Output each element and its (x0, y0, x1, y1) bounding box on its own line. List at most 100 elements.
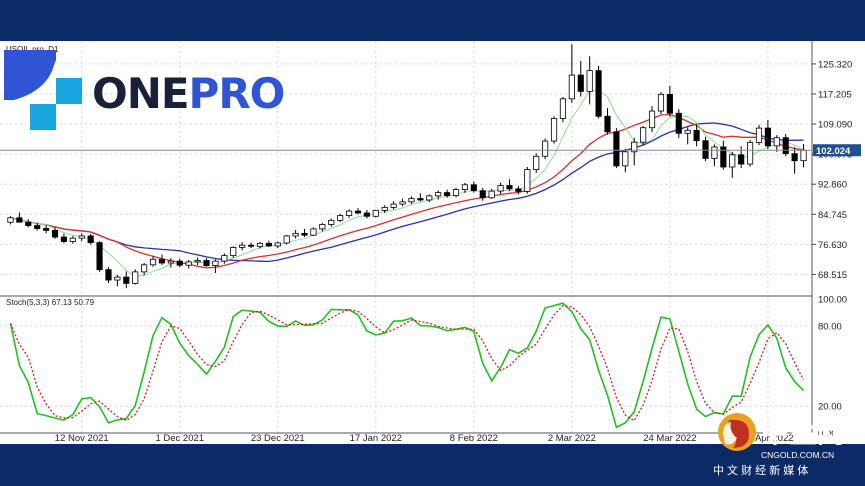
logo-pro: PRO (188, 69, 286, 118)
price-tick-label: 109.090 (818, 120, 852, 131)
candle-body (408, 198, 415, 203)
candle-body (25, 221, 32, 226)
candle-body (675, 112, 682, 134)
candle-body (34, 225, 41, 229)
candle-body (221, 255, 228, 262)
candle-body (568, 74, 575, 100)
candle-body (87, 235, 94, 244)
candle-body (711, 146, 718, 159)
chart-area: 125.320117.205109.090100.97592.86084.745… (0, 41, 865, 444)
candle-body (640, 127, 647, 143)
price-tick-label: 68.515 (818, 270, 847, 281)
candle-body (747, 142, 754, 165)
candle-body (782, 137, 789, 155)
moving-average-line (10, 89, 804, 277)
stoch-tick-label: 100.00 (818, 295, 847, 306)
candle-body (390, 203, 397, 208)
candle-body (16, 217, 23, 223)
candle-body (631, 141, 638, 153)
candle-body (149, 258, 157, 266)
candle-body (176, 260, 183, 266)
candle-body (559, 98, 567, 119)
candle-body (60, 236, 67, 242)
price-tick-label: 76.630 (818, 240, 847, 251)
candle-body (346, 210, 353, 216)
onepro-logo-text: ONEPRO (92, 73, 285, 115)
candle-body (132, 271, 139, 284)
candle-body (310, 228, 317, 236)
candle-body (693, 129, 700, 142)
candle-body (167, 260, 174, 264)
candle-body (497, 185, 504, 192)
candle-body (604, 115, 611, 133)
candle-body (372, 209, 379, 217)
candle-body (666, 93, 673, 114)
candle-body (479, 190, 486, 199)
candle-body (586, 70, 593, 92)
moving-average-line (10, 122, 804, 263)
candle-body (729, 154, 736, 168)
watermark-domain: CNGOLD.COM.CN (761, 450, 834, 460)
price-tick-label: 117.205 (818, 89, 852, 100)
candle-body (274, 242, 281, 247)
candle-body (622, 151, 629, 167)
candle-body (354, 210, 362, 214)
logo-one: ONE (92, 69, 190, 118)
candle-body (613, 131, 620, 167)
candle-body (550, 118, 558, 142)
candle-body (363, 212, 370, 217)
candle-body (470, 184, 477, 192)
candle-body (657, 93, 665, 112)
candle-body (515, 188, 522, 192)
candle-body (123, 276, 130, 284)
candle-body (461, 184, 468, 191)
price-tick-label: 84.745 (818, 210, 847, 221)
date-tick-label: 14 Apr 2022 (742, 433, 793, 444)
candle-body (595, 70, 602, 117)
candle-body (648, 110, 656, 129)
date-tick-label: 2 Mar 2022 (548, 433, 596, 444)
candle-body (51, 229, 59, 238)
candle-body (488, 190, 495, 199)
candle-body (265, 242, 272, 247)
candle-body (684, 129, 691, 134)
date-tick-label: 12 Nov 2021 (55, 433, 109, 444)
candle-body (7, 217, 14, 223)
candle-body (417, 198, 424, 201)
stoch-tick-label: 0.00 (818, 429, 837, 440)
stoch-tick-label: 80.00 (818, 321, 842, 332)
cngold-watermark: 中金网 CNGOLD.COM.CN 中 文 财 经 新 媒 体 (713, 413, 845, 477)
candle-body (381, 206, 388, 211)
candle-body (158, 258, 166, 264)
candle-body (426, 195, 433, 201)
price-tick-label: 125.320 (818, 59, 852, 70)
candle-body (212, 260, 219, 266)
candle-body (185, 261, 192, 266)
candle-body (256, 242, 264, 247)
date-tick-label: 23 Dec 2021 (251, 433, 305, 444)
watermark-tagline: 中 文 财 经 新 媒 体 (713, 463, 808, 477)
candle-body (755, 127, 763, 143)
current-price-badge (813, 144, 861, 157)
stoch-d-line (9, 304, 805, 422)
candle-body (533, 155, 540, 170)
candle-body (283, 235, 290, 244)
candle-body (203, 259, 210, 266)
candle-body (96, 242, 103, 271)
candle-body (738, 154, 745, 165)
moving-average-line (10, 113, 804, 269)
candle-body (328, 219, 335, 225)
candle-body (247, 244, 255, 247)
candle-body (114, 276, 121, 281)
candle-body (702, 140, 709, 159)
candle-body (800, 149, 807, 162)
candle-body (105, 269, 112, 281)
candle-body (435, 192, 442, 197)
candle-body (301, 232, 308, 236)
onepro-logo-mark (4, 50, 82, 130)
candle-body (444, 192, 451, 196)
candle-body (141, 264, 148, 273)
stoch-label: Stoch(5,3,3) 67.13 50.79 (6, 298, 95, 307)
candle-body (764, 127, 771, 147)
candle-body (43, 228, 50, 231)
